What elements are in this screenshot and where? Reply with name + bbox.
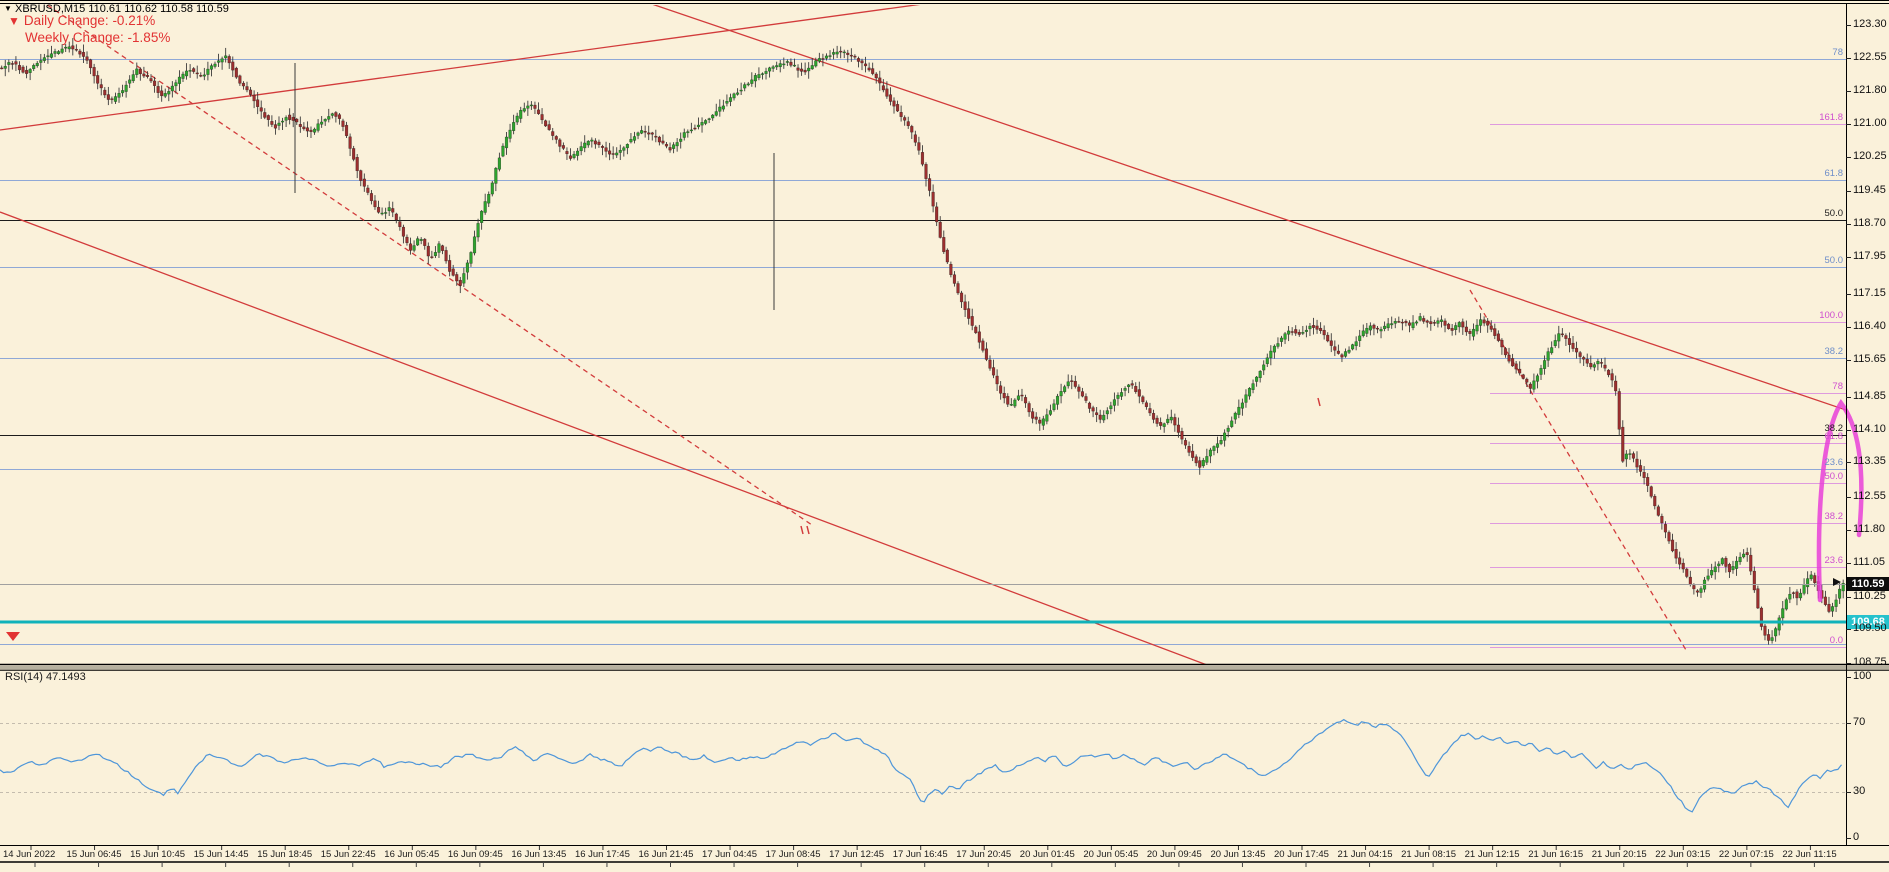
fib-level-label: 61.8 — [1824, 168, 1844, 179]
time-axis-label: 17 Jun 12:45 — [829, 849, 885, 860]
price-levels[interactable] — [0, 584, 1846, 624]
price-axis-label: 113.35 — [1853, 455, 1886, 467]
symbol-ohlc-text: XBRUSD,M15 110.61 110.62 110.58 110.59 — [14, 3, 229, 15]
fib-level-label: 23.6 — [1824, 555, 1844, 566]
time-axis-label: 15 Jun 10:45 — [130, 849, 186, 860]
time-axis-label: 16 Jun 13:45 — [511, 849, 567, 860]
time-axis-label: 20 Jun 13:45 — [1210, 849, 1266, 860]
time-axis-label: 16 Jun 17:45 — [574, 849, 630, 860]
time-axis-label: 16 Jun 05:45 — [384, 849, 440, 860]
trendline[interactable] — [0, 0, 952, 131]
fib-level-label: 78 — [1832, 381, 1843, 392]
current-price-badge: 110.59 — [1847, 577, 1889, 591]
price-axis-label: 121.00 — [1853, 117, 1887, 129]
time-axis-label: 15 Jun 22:45 — [320, 849, 376, 860]
fib-level-label: 78 — [1832, 47, 1843, 58]
time-axis-label: 16 Jun 21:45 — [638, 849, 694, 860]
price-axis-label: 110.25 — [1853, 590, 1886, 602]
trendline[interactable] — [640, 0, 1846, 411]
price-axis-label: 108.75 — [1853, 656, 1887, 668]
magenta-arch-annotation[interactable] — [1816, 399, 1864, 603]
price-axis-label: 123.30 — [1853, 18, 1887, 30]
price-axis-label: 122.55 — [1853, 51, 1887, 63]
price-axis-label: 111.80 — [1853, 523, 1886, 535]
rsi-axis-label: 100 — [1853, 670, 1872, 682]
weekly-change-label: Weekly Change: -1.85% — [25, 30, 171, 45]
trendline[interactable] — [1469, 289, 1687, 651]
time-axis-label: 15 Jun 06:45 — [66, 849, 122, 860]
time-axis-label: 20 Jun 09:45 — [1146, 849, 1202, 860]
candlestick-series[interactable] — [0, 38, 1845, 645]
time-axis-label: 21 Jun 16:15 — [1528, 849, 1584, 860]
time-axis-label: 21 Jun 04:15 — [1337, 849, 1393, 860]
trendline[interactable] — [40, 0, 813, 526]
time-axis-label: 17 Jun 08:45 — [765, 849, 821, 860]
time-axis-label: 20 Jun 05:45 — [1083, 849, 1139, 860]
symbol-ohlc-line: ▼ XBRUSD,M15 110.61 110.62 110.58 110.59 — [4, 3, 229, 15]
fib-level-label: 38.2 — [1824, 346, 1844, 357]
time-axis-label: 21 Jun 12:15 — [1464, 849, 1520, 860]
price-axis-label: 114.85 — [1853, 390, 1886, 402]
price-axis-label: 111.05 — [1853, 556, 1886, 568]
annotations[interactable] — [6, 397, 1864, 641]
price-axis-label: 116.40 — [1853, 320, 1886, 332]
time-axis-label: 20 Jun 17:45 — [1274, 849, 1329, 860]
fibonacci-levels[interactable] — [0, 59, 1846, 648]
price-axis-label: 115.65 — [1853, 353, 1886, 365]
time-axis-label: 22 Jun 11:15 — [1782, 849, 1837, 860]
time-axis-label: 22 Jun 07:15 — [1718, 849, 1774, 860]
price-axis-label: 117.15 — [1853, 287, 1886, 299]
fib-level-label: 23.6 — [1824, 457, 1844, 468]
collapse-icon[interactable]: ▼ — [4, 4, 12, 13]
time-axis-label: 17 Jun 20:45 — [956, 849, 1012, 860]
fib-level-label: 50.0 — [1824, 471, 1844, 482]
time-axis-label: 14 Jun 2022 — [3, 849, 56, 860]
time-axis-label: 22 Jun 03:15 — [1655, 849, 1711, 860]
cursor-arrow-icon — [1833, 578, 1841, 586]
time-axis-label: 21 Jun 08:15 — [1401, 849, 1457, 860]
fib-level-label: 161.8 — [1819, 112, 1843, 123]
rsi-axis-label: 0 — [1853, 831, 1860, 843]
rsi-indicator-label: RSI(14) 47.1493 — [5, 671, 86, 683]
price-axis-label: 120.25 — [1853, 150, 1887, 162]
price-axis-label: 121.80 — [1853, 84, 1887, 96]
time-axis-label: 17 Jun 16:45 — [892, 849, 948, 860]
fib-level-label: 50.0 — [1824, 208, 1844, 219]
fib-level-label: 100.0 — [1819, 310, 1843, 321]
sell-arrow-marker — [6, 632, 20, 641]
fib-level-label: 38.2 — [1824, 423, 1844, 434]
trendline-handle[interactable] — [806, 525, 810, 535]
trendline[interactable] — [0, 211, 1215, 668]
fib-level-label: 50.0 — [1824, 255, 1844, 266]
down-arrow-icon: ▼ — [8, 14, 20, 28]
time-axis-label: 15 Jun 14:45 — [193, 849, 249, 860]
time-axis-label: 17 Jun 04:45 — [702, 849, 757, 860]
fib-level-label: 61.8 — [1824, 431, 1844, 442]
cyan-level-price-badge: 109.68 — [1847, 615, 1889, 629]
rsi-axis-label: 70 — [1853, 716, 1866, 728]
daily-change-row: ▼ Daily Change: -0.21% — [8, 13, 155, 28]
rsi-axis-label: 30 — [1853, 785, 1866, 797]
rsi-indicator-line[interactable] — [0, 718, 1846, 813]
price-axis-label: 112.55 — [1853, 490, 1886, 502]
trendline-handle[interactable] — [800, 525, 804, 535]
time-axis-label: 16 Jun 09:45 — [447, 849, 503, 860]
time-axis-label: 15 Jun 18:45 — [257, 849, 313, 860]
price-axis-label: 114.10 — [1853, 423, 1886, 435]
price-axis-label: 117.95 — [1853, 250, 1886, 262]
daily-change-label: Daily Change: -0.21% — [23, 13, 156, 28]
time-axis-label: 20 Jun 01:45 — [1019, 849, 1075, 860]
fib-level-label: 0.0 — [1829, 635, 1843, 646]
time-axis-label: 21 Jun 20:15 — [1591, 849, 1647, 860]
trendline-handle[interactable] — [1317, 397, 1321, 407]
price-axis-label: 118.70 — [1853, 217, 1886, 229]
trendlines[interactable] — [0, 0, 1846, 668]
price-axis-label: 109.50 — [1853, 622, 1887, 634]
fib-level-label: 38.2 — [1824, 511, 1844, 522]
price-axis-label: 119.45 — [1853, 184, 1886, 196]
